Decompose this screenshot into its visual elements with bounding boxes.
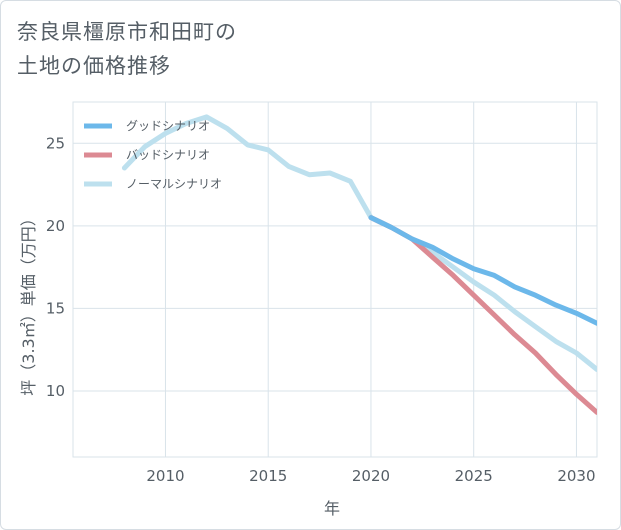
y-tick-label-15: 15 [46, 299, 65, 317]
y-axis-title: 坪（3.3㎡）単価（万円） [19, 210, 38, 395]
x-tick-label-2015: 2015 [249, 467, 287, 485]
x-axis-title: 年 [324, 499, 340, 518]
x-tick-label-2010: 2010 [146, 467, 184, 485]
grid [72, 101, 598, 458]
legend-label-1: バッドシナリオ [126, 148, 210, 162]
y-tick-label-10: 10 [46, 382, 65, 400]
legend-label-2: ノーマルシナリオ [126, 177, 222, 191]
plot-frame [72, 101, 598, 458]
x-tick-label-2030: 2030 [557, 467, 595, 485]
legend-label-0: グッドシナリオ [126, 119, 210, 133]
y-tick-label-25: 25 [46, 134, 65, 152]
x-tick-label-2020: 2020 [352, 467, 390, 485]
y-tick-label-20: 20 [46, 217, 65, 235]
series-line-2 [121, 114, 597, 372]
chart-title: 奈良県橿原市和田町の 土地の価格推移 [17, 15, 237, 83]
series-lines [121, 114, 597, 415]
x-tick-label-2025: 2025 [455, 467, 493, 485]
series-line-0 [368, 215, 597, 326]
chart-title-line2: 土地の価格推移 [17, 54, 171, 78]
chart-title-line1: 奈良県橿原市和田町の [17, 20, 237, 44]
series-line-1 [368, 215, 597, 415]
